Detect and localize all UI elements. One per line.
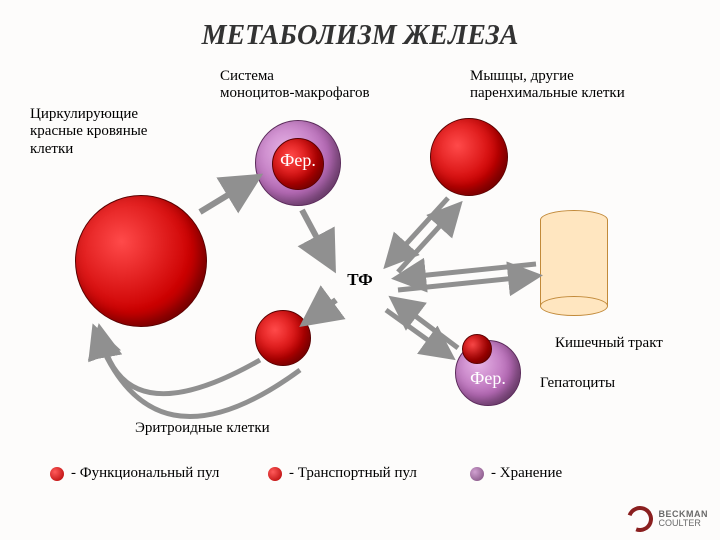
legend-functional: - Функциональный пул	[50, 465, 219, 482]
bullet-icon	[470, 467, 484, 481]
legend-storage: - Хранение	[470, 465, 562, 482]
bullet-icon	[50, 467, 64, 481]
legend-text: - Транспортный пул	[289, 465, 417, 482]
legend-text: - Функциональный пул	[71, 465, 219, 482]
arrows	[0, 0, 720, 540]
legend-transport: - Транспортный пул	[268, 465, 417, 482]
legend-text: - Хранение	[491, 465, 562, 482]
brand-logo: BECKMAN COULTER	[627, 506, 709, 532]
logo-text: BECKMAN COULTER	[659, 510, 709, 528]
logo-ring-icon	[622, 502, 657, 537]
bullet-icon	[268, 467, 282, 481]
